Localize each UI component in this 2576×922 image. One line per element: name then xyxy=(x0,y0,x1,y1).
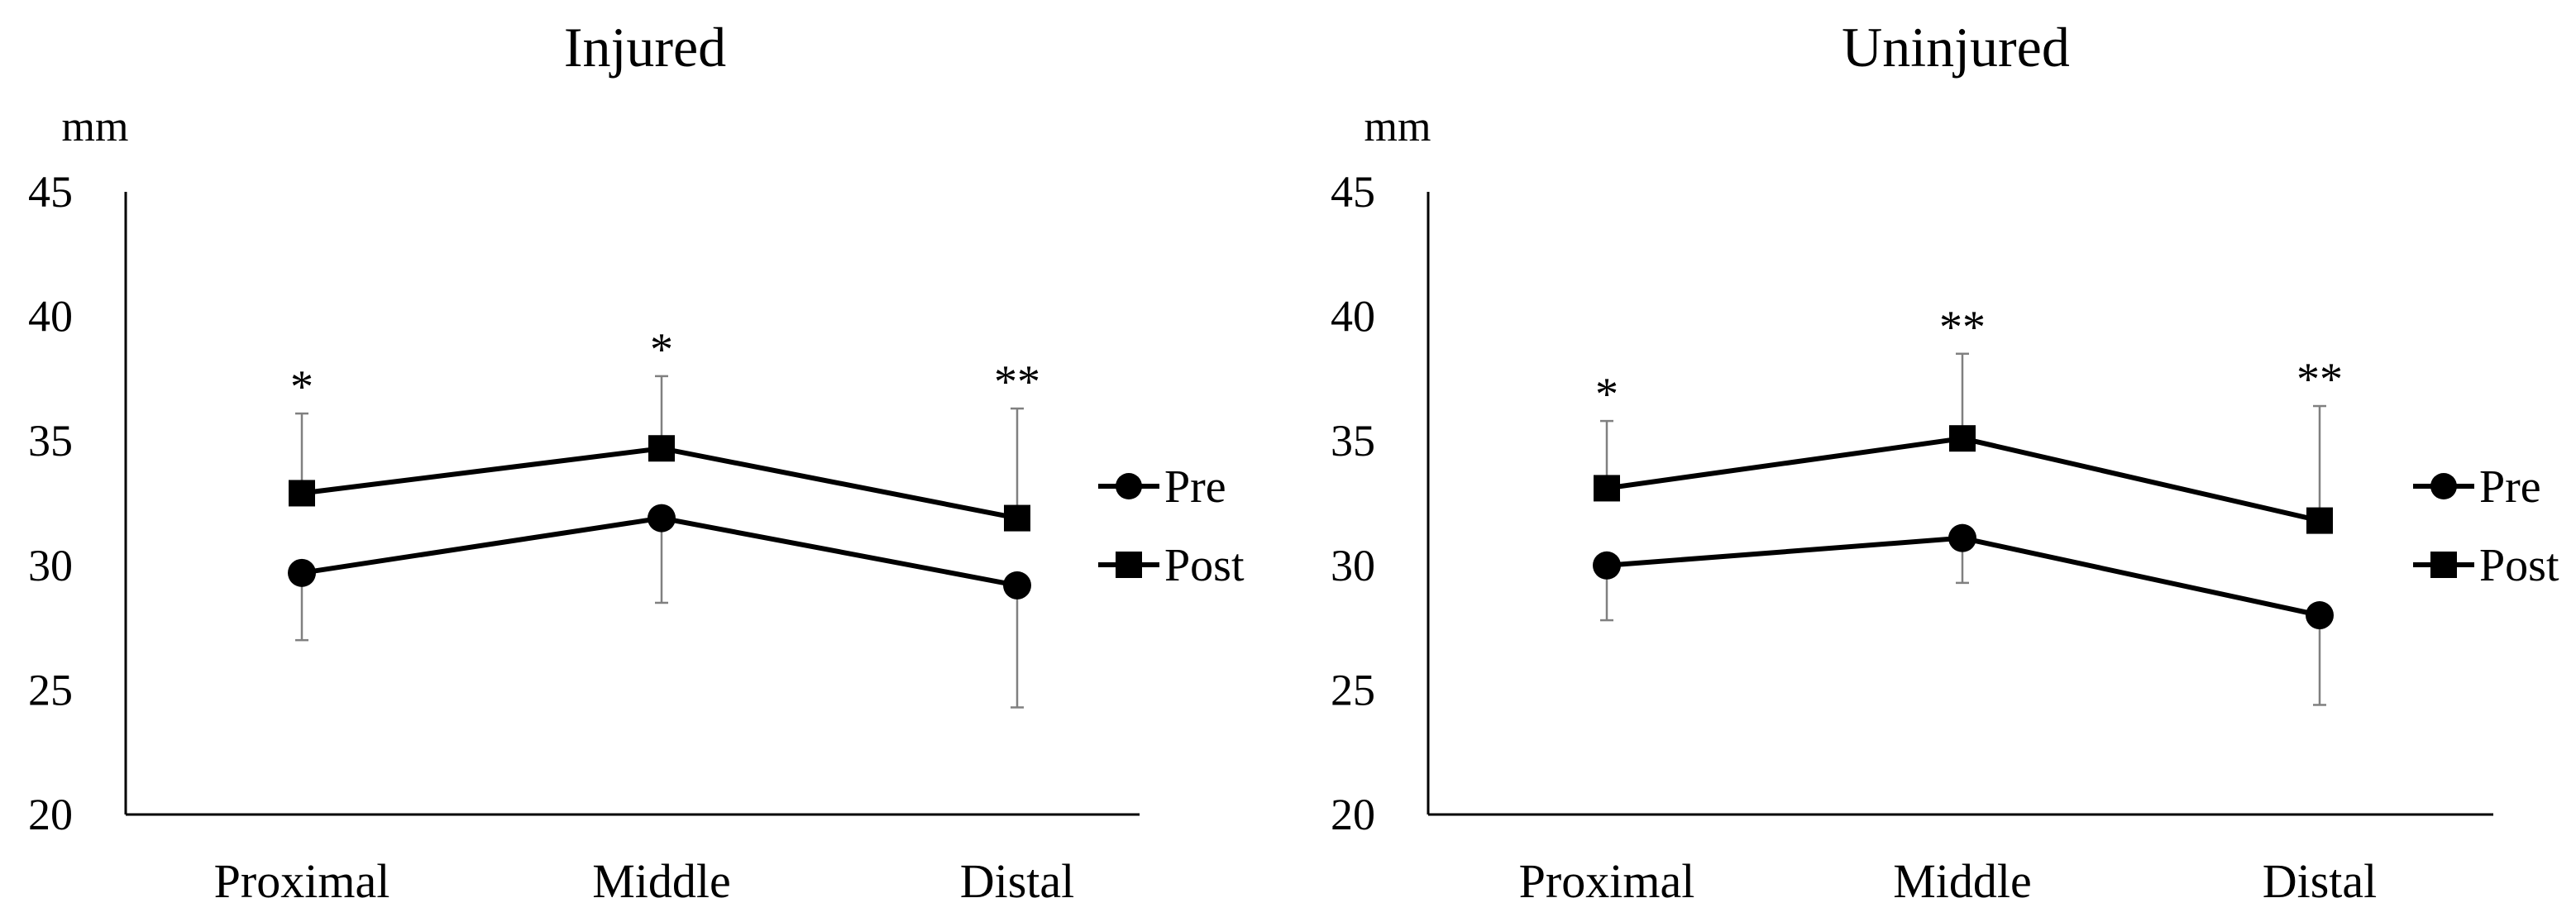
significance-marker: * xyxy=(1595,369,1618,420)
y-axis-unit-label: mm xyxy=(1364,103,1431,150)
y-tick-label: 45 xyxy=(1331,167,1375,217)
y-tick-label: 35 xyxy=(28,416,73,466)
y-tick-label: 35 xyxy=(1331,416,1375,466)
significance-marker: * xyxy=(650,324,673,375)
data-point-pre xyxy=(648,504,676,533)
data-point-pre xyxy=(1003,571,1031,600)
significance-marker: ** xyxy=(994,356,1040,408)
significance-marker: * xyxy=(290,361,313,413)
chart-title: Uninjured xyxy=(1842,16,2070,79)
x-category-label: Distal xyxy=(960,854,1075,908)
legend-item-post: Post xyxy=(2413,540,2559,591)
data-point-pre xyxy=(1948,523,1976,552)
significance-marker: ** xyxy=(1939,302,1986,353)
data-point-post xyxy=(2306,507,2333,534)
chart-title: Injured xyxy=(564,16,726,79)
y-tick-label: 25 xyxy=(28,665,73,714)
legend-marker-circle xyxy=(1116,473,1142,499)
legend-item-pre: Pre xyxy=(2413,461,2541,513)
legend-marker-square xyxy=(1116,552,1142,578)
y-tick-label: 30 xyxy=(1331,541,1375,590)
legend-item-pre: Pre xyxy=(1098,461,1226,513)
y-tick-label: 40 xyxy=(1331,292,1375,342)
data-point-post xyxy=(648,435,675,462)
legend-marker-square xyxy=(2430,552,2457,578)
data-point-post xyxy=(1949,425,1976,452)
y-tick-label: 30 xyxy=(28,541,73,590)
x-category-label: Proximal xyxy=(214,854,390,908)
data-point-pre xyxy=(288,558,316,587)
significance-marker: ** xyxy=(2296,354,2343,405)
legend-label: Pre xyxy=(2479,461,2541,513)
x-category-label: Middle xyxy=(1893,854,2032,908)
y-axis-unit-label: mm xyxy=(62,103,129,150)
legend-label: Post xyxy=(1164,540,1245,591)
data-point-post xyxy=(1004,504,1030,532)
y-tick-label: 40 xyxy=(28,292,73,342)
x-category-label: Proximal xyxy=(1519,854,1695,908)
y-tick-label: 20 xyxy=(1331,790,1375,839)
legend-label: Pre xyxy=(1164,461,1226,513)
y-tick-label: 45 xyxy=(28,167,73,217)
data-point-post xyxy=(289,480,315,507)
y-tick-label: 25 xyxy=(1331,665,1375,714)
legend-marker-circle xyxy=(2430,473,2457,499)
legend-label: Post xyxy=(2479,540,2559,591)
chart-panel-injured: Injured mm 45 40 35 30 25 20 Proximal Middle Dista… xyxy=(28,16,1245,908)
x-category-label: Middle xyxy=(592,854,731,908)
y-tick-label: 20 xyxy=(28,790,73,839)
data-point-pre xyxy=(2306,601,2334,630)
chart-panel-uninjured: Uninjured mm 45 40 35 30 25 20 Proximal Middle Dis… xyxy=(1331,16,2559,908)
x-category-label: Distal xyxy=(2263,854,2378,908)
data-point-post xyxy=(1594,475,1620,502)
data-point-pre xyxy=(1593,551,1621,580)
legend-item-post: Post xyxy=(1098,540,1245,591)
